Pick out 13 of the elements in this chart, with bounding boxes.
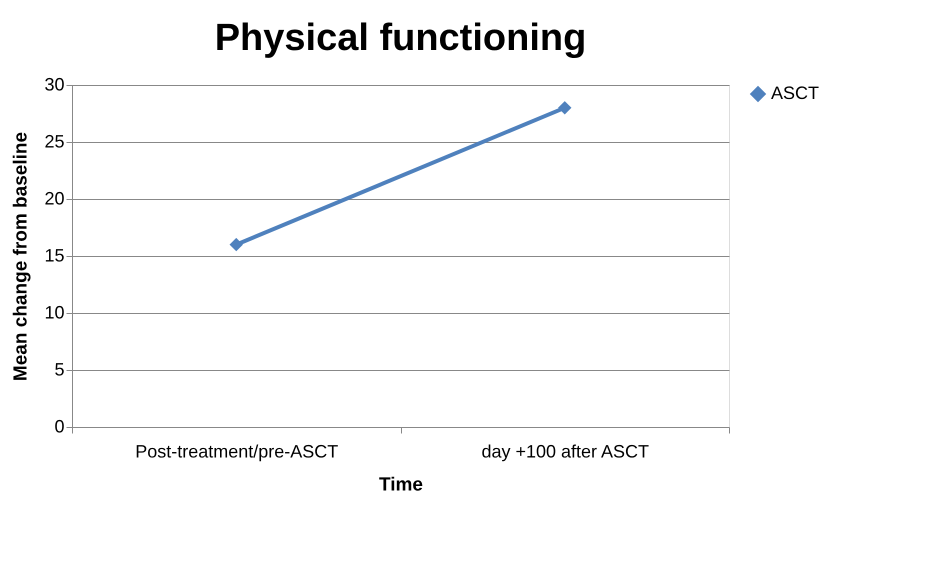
y-tick-label: 30 (44, 74, 64, 94)
x-axis-title: Time (378, 474, 424, 496)
y-tick-label: 10 (44, 302, 64, 322)
y-axis-title: Mean change from baseline (10, 132, 32, 382)
x-tick-label: Post-treatment/pre-ASCT (135, 442, 338, 462)
y-tick-label: 0 (54, 416, 64, 436)
y-tick-label: 5 (54, 360, 64, 380)
y-tick-label: 25 (44, 132, 64, 152)
y-tick-label: 15 (44, 246, 64, 266)
y-tick-label: 20 (44, 188, 64, 208)
legend-label: ASCT (771, 83, 820, 103)
chart-title: Physical functioning (214, 17, 586, 59)
x-tick-label: day +100 after ASCT (481, 442, 650, 462)
